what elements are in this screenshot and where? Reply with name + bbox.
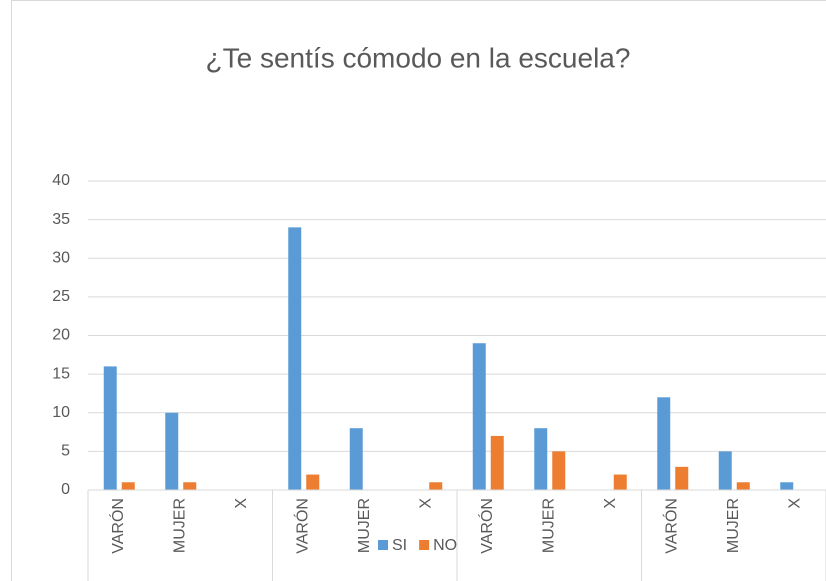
bar [472,343,486,490]
bar [183,482,197,490]
x-tick-label: X [233,498,250,509]
bar [718,451,732,490]
x-tick-label: VARÓN [661,498,680,554]
bar [552,451,566,490]
x-tick-label: X [786,498,803,509]
bar [736,482,750,490]
bar [121,482,135,490]
bar [675,466,689,490]
bar [306,474,320,490]
bar [780,482,794,490]
y-tick-label: 25 [52,288,70,305]
y-tick-label: 40 [52,172,70,189]
chart-title: ¿Te sentís cómodo en la escuela? [206,42,631,73]
y-tick-label: 35 [52,211,70,228]
bar [165,412,179,490]
x-tick-label: MUJER [540,498,557,553]
y-tick-label: 10 [52,404,70,421]
bar [429,482,443,490]
x-tick-label: VARÓN [108,498,127,554]
bar [490,435,504,490]
legend-label: NO [433,537,457,554]
bar [288,227,302,490]
x-tick-label: MUJER [171,498,188,553]
legend-swatch [419,540,430,550]
y-tick-label: 15 [52,365,70,382]
y-tick-label: 0 [61,481,70,498]
bar [534,428,548,490]
x-tick-label: VARÓN [477,498,496,554]
chart-border [11,0,826,581]
y-tick-label: 5 [61,443,70,460]
legend-label: SI [392,537,407,554]
x-tick-label: VARÓN [292,498,311,554]
y-tick-label: 20 [52,327,70,344]
bar [657,397,671,490]
x-tick-label: MUJER [725,498,742,553]
bar [349,428,363,490]
y-tick-label: 30 [52,249,70,266]
x-tick-label: MUJER [356,498,373,553]
bar [613,474,627,490]
x-tick-label: X [602,498,619,509]
bar [103,366,117,490]
x-tick-label: X [417,498,434,509]
legend-swatch [378,540,388,550]
